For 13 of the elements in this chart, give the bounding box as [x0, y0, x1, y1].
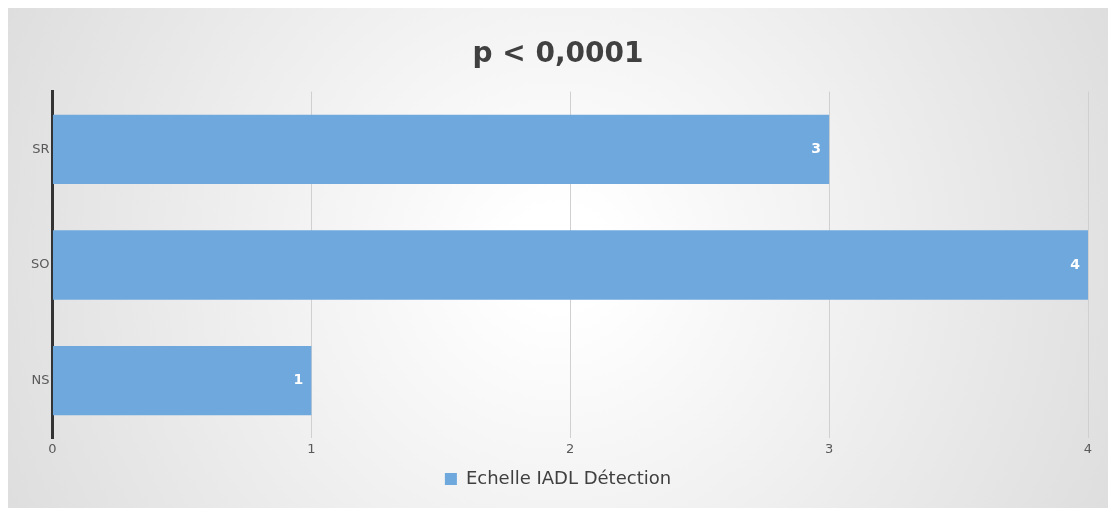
y-tick-label: NS — [31, 371, 50, 387]
x-tick-label: 4 — [1083, 440, 1093, 456]
y-tick-label: SR — [32, 140, 50, 156]
x-tick-label: 0 — [48, 440, 57, 456]
data-label: 4 — [1070, 255, 1081, 272]
chart-title: p < 0,0001 — [472, 36, 644, 70]
x-tick-label: 1 — [307, 440, 316, 456]
data-label: 3 — [811, 140, 822, 157]
x-tick-label: 3 — [824, 440, 834, 456]
data-label: 1 — [293, 371, 304, 388]
x-tick-label: 2 — [566, 440, 575, 456]
legend-label: Echelle IADL Détection — [465, 466, 672, 488]
y-tick-label: SO — [31, 256, 50, 272]
